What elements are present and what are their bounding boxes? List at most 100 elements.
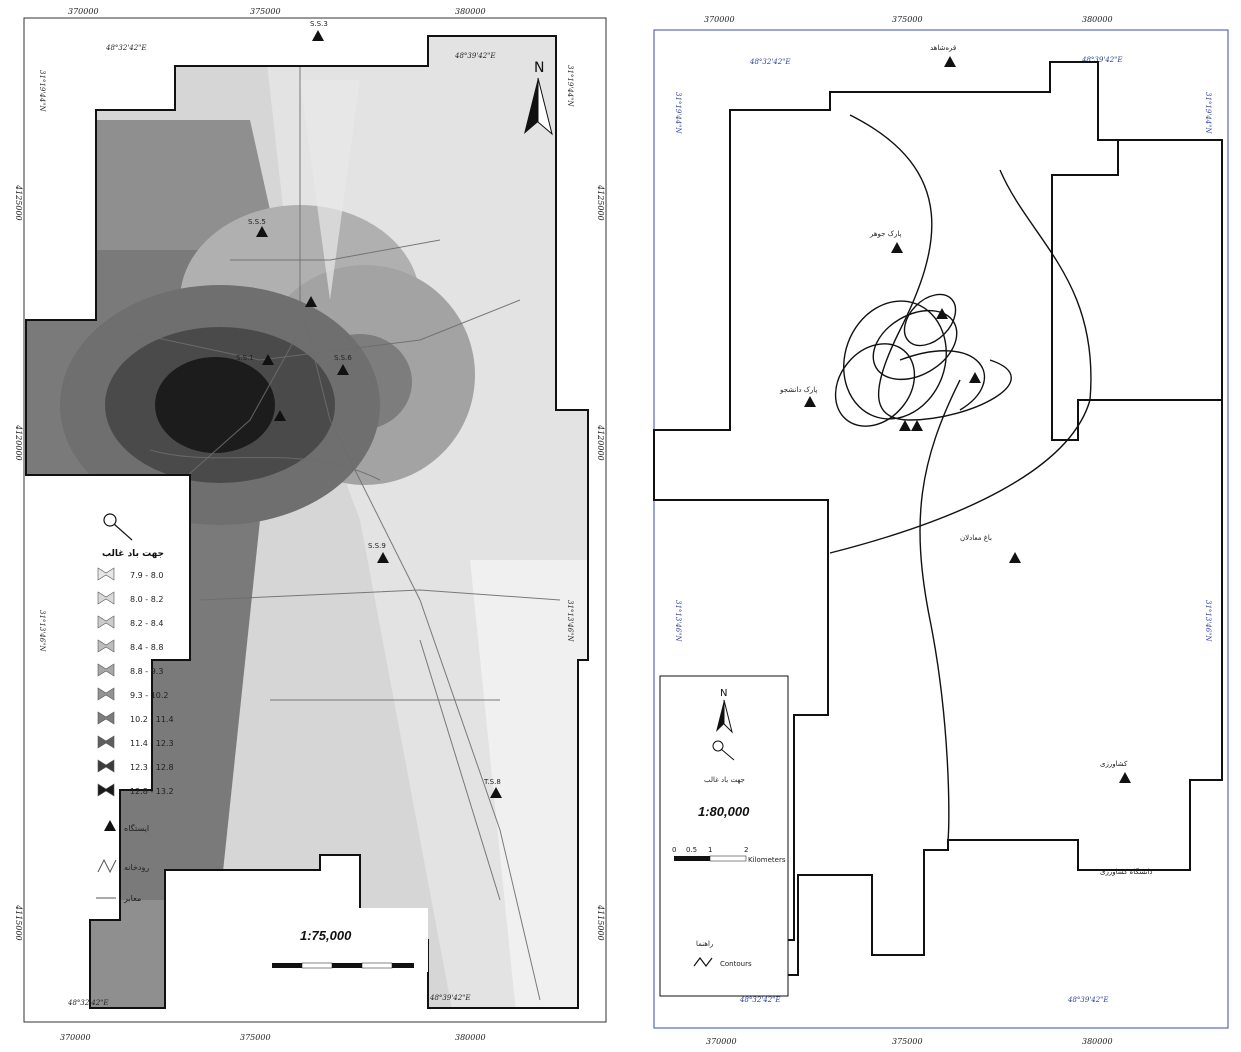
- left-bottom-tick-3: 380000: [455, 1033, 486, 1042]
- left-station-label-5: S.S.9: [368, 542, 386, 550]
- right-place-6: دانشگاه کشاورزی: [1100, 867, 1152, 876]
- scale-tick: 1: [708, 846, 712, 854]
- left-station-label-1: S.S.3: [310, 20, 328, 28]
- scale-tick: 0.5: [686, 846, 697, 854]
- legend-class-label: 11.4 - 12.3: [130, 739, 174, 748]
- station-marker: [337, 364, 349, 375]
- station-marker: [305, 296, 317, 307]
- right-map-boundary: [653, 61, 1223, 976]
- left-lat-label-4: 31°13'46"N: [566, 600, 574, 642]
- legend-station-label: ایستگاه: [124, 823, 149, 833]
- left-map-svg: 370000 375000 380000 370000 375000 38000…: [14, 7, 607, 1042]
- right-top-tick-3: 380000: [1082, 15, 1113, 24]
- left-north-arrow-icon: N: [524, 60, 553, 136]
- station-marker: [256, 226, 268, 237]
- legend-class-label: 8.4 - 8.8: [130, 643, 163, 652]
- right-lat-label-4: 31°13'46"N: [1204, 600, 1212, 642]
- right-scale-bar: 0 0.5 1 2 Kilometers: [672, 846, 786, 864]
- legend-swatch: [97, 711, 115, 725]
- right-scale-text: 1:80,000: [698, 804, 750, 819]
- legend-swatch: [97, 759, 115, 773]
- station-marker: [899, 420, 911, 431]
- left-lat-label-3: 31°19'44"N: [566, 65, 574, 107]
- scale-tick: 0: [672, 846, 676, 854]
- legend-river-icon: [97, 858, 117, 874]
- legend-swatch: [97, 735, 115, 749]
- legend-class-label: 8.8 - 9.3: [130, 667, 163, 676]
- station-marker: [911, 420, 923, 431]
- left-bottom-tick-2: 375000: [240, 1033, 271, 1042]
- left-side-tick-5: 4120000: [596, 424, 605, 461]
- right-lat-label-2: 31°13'46"N: [674, 600, 682, 642]
- station-marker: [1009, 552, 1021, 563]
- station-marker: [490, 787, 502, 798]
- legend-swatch: [97, 663, 115, 677]
- left-lon-label-4: 48°39'42"E: [429, 994, 470, 1002]
- right-lon-label-4: 48°39'42"E: [1067, 996, 1108, 1004]
- right-bottom-tick-2: 375000: [892, 1037, 923, 1046]
- legend-class-label: 9.3 - 10.2: [130, 691, 169, 700]
- legend-swatch: [97, 687, 115, 701]
- right-north-label: N: [720, 688, 727, 699]
- legend-class-label: 12.3 - 12.8: [130, 763, 174, 772]
- left-side-tick-2: 4120000: [14, 424, 23, 461]
- station-marker: [944, 56, 956, 67]
- left-wind-icon: [103, 513, 133, 541]
- left-lon-label-1: 48°32'42"E: [105, 44, 146, 52]
- right-map-panel: 370000 375000 380000 370000 375000 38000…: [630, 0, 1241, 1052]
- legend-swatch: [97, 567, 115, 581]
- right-lon-label-2: 48°39'42"E: [1081, 56, 1122, 64]
- left-station-label-3: S.S.1: [236, 354, 254, 362]
- station-marker: [969, 372, 981, 383]
- right-lon-label-1: 48°32'42"E: [749, 58, 790, 66]
- svg-text:N: N: [534, 60, 544, 76]
- right-wind-icon: [712, 740, 735, 761]
- station-marker: [377, 552, 389, 563]
- right-map-svg: 370000 375000 380000 370000 375000 38000…: [653, 15, 1229, 1046]
- left-map-panel: 370000 375000 380000 370000 375000 38000…: [0, 0, 612, 1052]
- left-legend-title: جهت باد غالب: [102, 549, 164, 559]
- right-place-1: قره‌شاهد: [930, 44, 956, 52]
- station-marker: [936, 308, 948, 319]
- station-marker: [274, 410, 286, 421]
- right-map-contours: [829, 114, 1092, 841]
- right-lat-label-1: 31°19'44"N: [674, 92, 682, 134]
- left-scale-text: 1:75,000: [300, 928, 352, 943]
- right-wind-label: جهت باد غالب: [704, 776, 745, 784]
- legend-swatch: [97, 615, 115, 629]
- left-legend-swatches: 7.9 - 8.0 8.0 - 8.2 8.2 - 8.4 8.4 - 8.8 8.8 …: [97, 567, 174, 797]
- station-marker: [804, 396, 816, 407]
- left-station-markers: [256, 30, 502, 798]
- right-place-4: باغ معادلان: [960, 534, 992, 542]
- legend-street-label: معابر: [123, 894, 141, 903]
- station-marker: [312, 30, 324, 41]
- station-marker: [891, 242, 903, 253]
- left-station-label-6: T.S.8: [483, 778, 501, 786]
- left-lon-label-3: 48°32'42"E: [67, 999, 108, 1007]
- left-side-tick-4: 4125000: [596, 184, 605, 221]
- right-place-5: کشاورزی: [1100, 760, 1128, 768]
- left-top-tick-3: 380000: [455, 7, 486, 16]
- left-top-tick-2: 375000: [250, 7, 281, 16]
- left-side-tick-6: 4115000: [596, 904, 605, 941]
- right-lat-label-3: 31°19'44"N: [1204, 92, 1212, 134]
- left-side-tick-3: 4115000: [14, 904, 23, 941]
- legend-class-label: 8.0 - 8.2: [130, 595, 163, 604]
- legend-swatch: [97, 639, 115, 653]
- legend-contour-icon: [693, 957, 713, 967]
- legend-class-label: 7.9 - 8.0: [130, 571, 163, 580]
- right-bottom-tick-3: 380000: [1082, 1037, 1113, 1046]
- left-station-label-4: S.S.6: [334, 354, 352, 362]
- legend-class-label: 10.2 - 11.4: [130, 715, 174, 724]
- station-marker: [1119, 772, 1131, 783]
- legend-swatch: [97, 783, 115, 797]
- left-lat-label-2: 31°13'46"N: [38, 610, 46, 652]
- left-map-boundary: [25, 35, 589, 1009]
- left-top-tick-1: 370000: [68, 7, 99, 16]
- station-marker: [262, 354, 274, 365]
- legend-river-label: رودخانه: [124, 863, 149, 872]
- right-top-tick-1: 370000: [704, 15, 735, 24]
- right-legend-box: N جهت باد غالب 1:80,000 0 0.5 1 2 Kilome…: [659, 675, 789, 997]
- right-place-2: پارک جوهر: [869, 230, 902, 238]
- right-north-arrow-icon: N: [716, 688, 733, 734]
